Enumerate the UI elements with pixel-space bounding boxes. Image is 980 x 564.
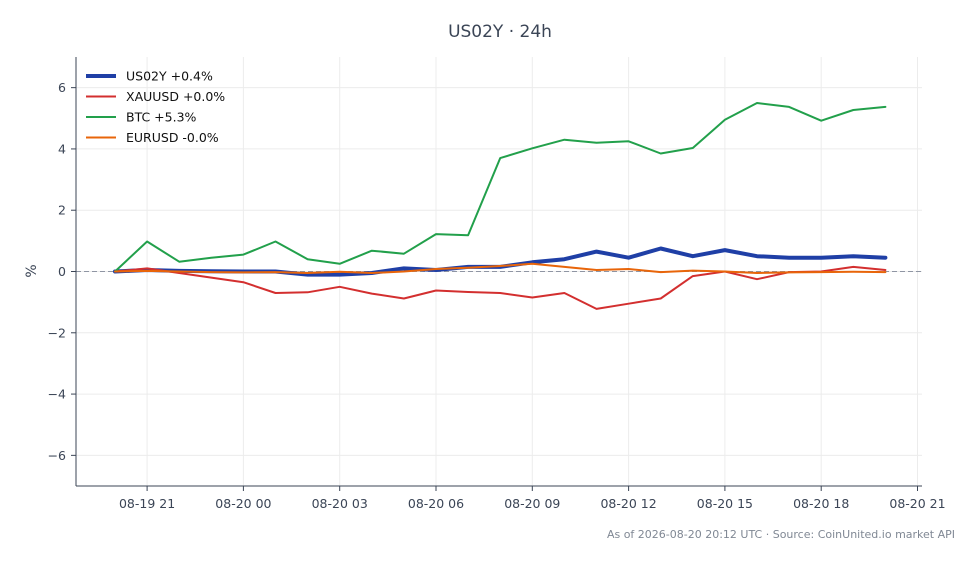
y-axis-label: %: [24, 264, 40, 277]
legend-label-0: US02Y +0.4%: [126, 69, 213, 84]
y-tick-label-1: −4: [48, 387, 66, 402]
footer-source: As of 2026-08-20 20:12 UTC · Source: Coi…: [607, 528, 955, 541]
series-lines: [113, 102, 888, 310]
y-tick-label-3: 0: [58, 264, 66, 279]
x-tick-label-7: 08-20 18: [793, 496, 849, 511]
x-tick-label-1: 08-20 00: [215, 496, 271, 511]
y-tick-label-4: 2: [58, 203, 66, 218]
y-tick-label-5: 4: [58, 141, 66, 156]
series-line-2: [114, 102, 887, 273]
legend: US02Y +0.4% XAUUSD +0.0% BTC +5.3% EURUSD -…: [86, 69, 225, 145]
legend-label-1: XAUUSD +0.0%: [126, 89, 225, 104]
x-tick-label-5: 08-20 12: [600, 496, 656, 511]
x-tick-label-0: 08-19 21: [119, 496, 175, 511]
legend-label-3: EURUSD -0.0%: [126, 130, 219, 145]
x-tick-label-4: 08-20 09: [504, 496, 560, 511]
y-axis-ticks: −6 −4 −2 0 2 4 6: [48, 80, 76, 463]
y-tick-label-6: 6: [58, 80, 66, 95]
y-tick-label-2: −2: [48, 325, 66, 340]
x-tick-label-8: 08-20 21: [889, 496, 945, 511]
y-tick-label-0: −6: [48, 448, 66, 463]
legend-label-2: BTC +5.3%: [126, 110, 197, 125]
x-tick-label-6: 08-20 15: [697, 496, 753, 511]
x-tick-label-2: 08-20 03: [312, 496, 368, 511]
series-line-0: [113, 246, 888, 277]
series-line-1: [114, 265, 887, 310]
chart-title: US02Y · 24h: [448, 22, 552, 42]
series-line-3: [114, 262, 887, 274]
x-tick-label-3: 08-20 06: [408, 496, 464, 511]
x-axis-ticks: 08-19 21 08-20 00 08-20 03 08-20 06 08-20 09…: [119, 486, 946, 511]
